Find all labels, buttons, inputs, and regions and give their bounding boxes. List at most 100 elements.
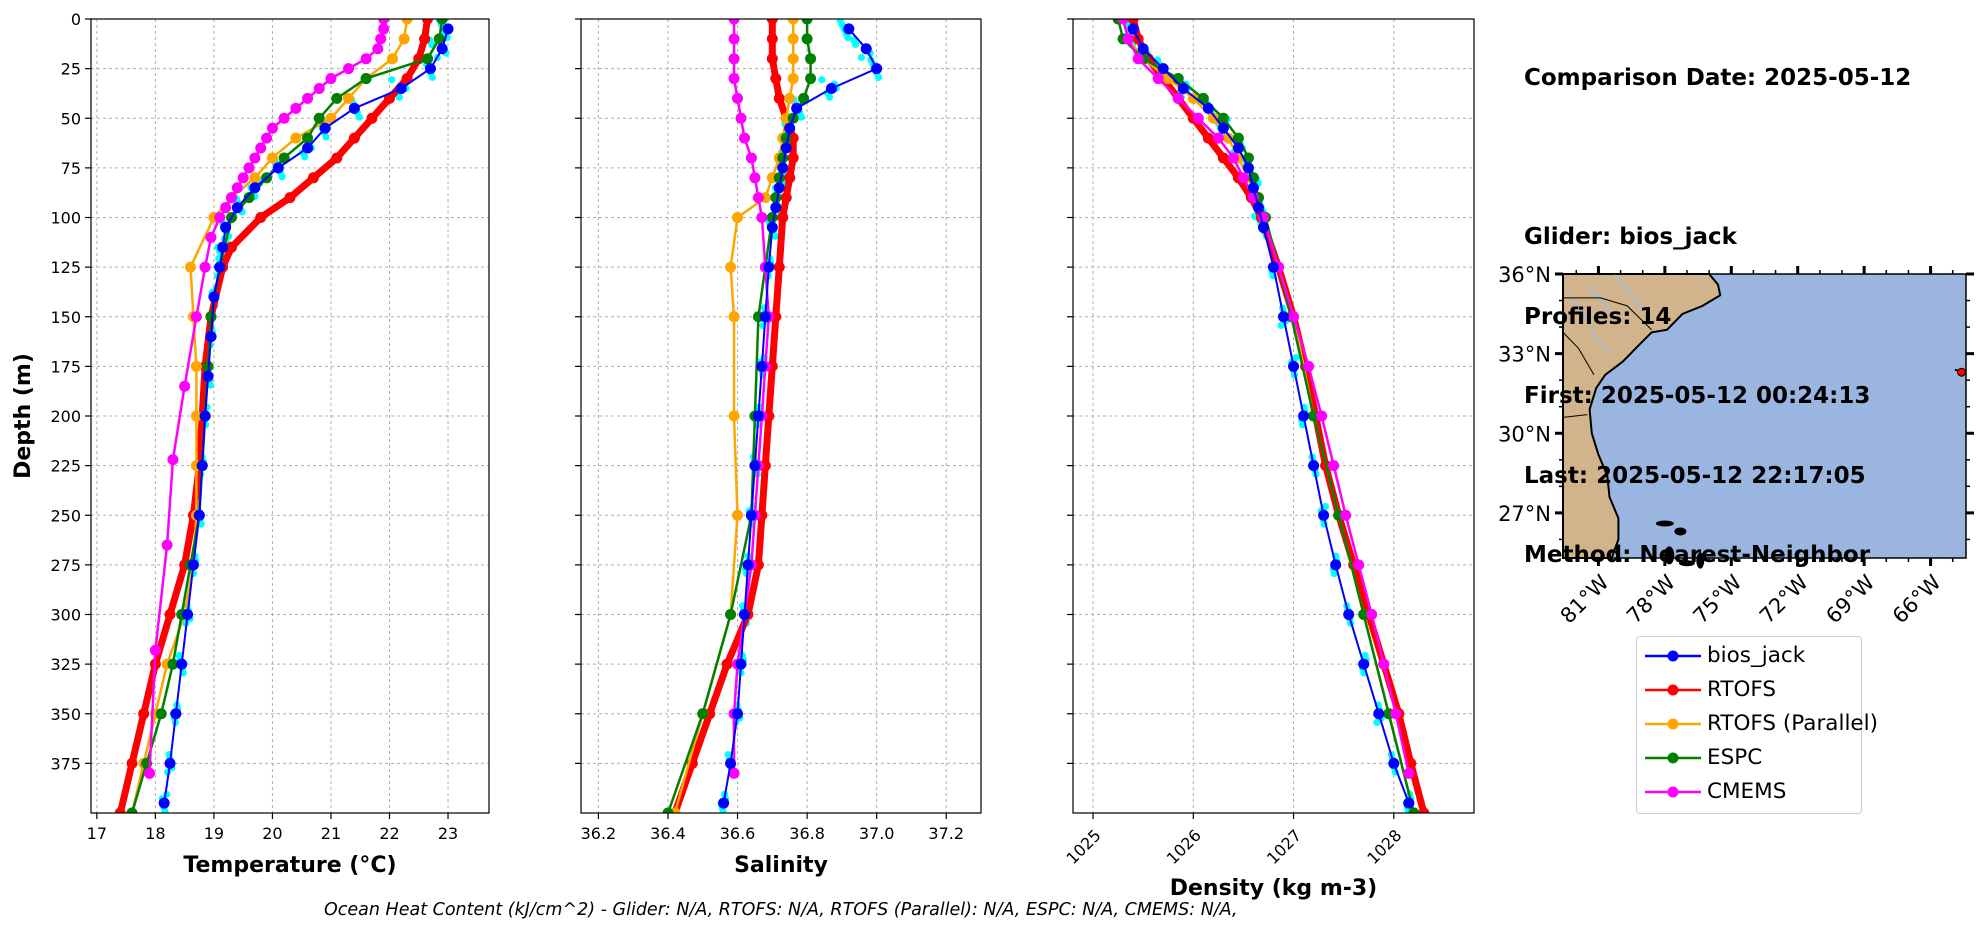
y-axis-label: Depth (m)	[11, 353, 36, 479]
data-point	[1373, 708, 1385, 720]
data-point	[871, 63, 883, 75]
raw-glider-point	[1292, 354, 1300, 362]
data-point	[436, 19, 448, 25]
data-point	[442, 23, 454, 35]
data-point	[395, 82, 407, 94]
raw-glider-point	[771, 232, 779, 240]
island	[1655, 520, 1674, 527]
data-point	[290, 132, 302, 144]
data-point	[319, 122, 331, 134]
data-point	[202, 370, 214, 382]
chart-panel-density: 1025 1026 1027 1028 Density (kg m-3)	[1062, 18, 1475, 901]
data-point	[1308, 460, 1320, 472]
data-point	[1217, 112, 1229, 124]
data-point	[343, 92, 355, 104]
data-point	[766, 221, 778, 233]
data-point	[732, 212, 744, 223]
x-tick-label: 36.6	[720, 824, 756, 843]
state-border	[1562, 414, 1588, 418]
data-point	[220, 202, 232, 214]
data-point	[278, 112, 290, 124]
map-frame	[1562, 273, 1967, 559]
data-point	[1358, 658, 1370, 670]
legend-line-icon	[1645, 752, 1701, 764]
x-axis-label: Density (kg m-3)	[1170, 876, 1378, 901]
data-point	[1157, 63, 1169, 75]
raw-glider-point	[428, 73, 436, 81]
data-point	[331, 152, 343, 164]
data-point	[205, 311, 217, 323]
data-point	[366, 112, 378, 124]
series-group	[662, 19, 883, 813]
data-point	[401, 19, 413, 25]
data-point	[196, 460, 208, 472]
data-point	[1192, 112, 1204, 124]
data-point	[199, 410, 211, 422]
first-profile-time: First: 2025-05-12 00:24:13	[1524, 383, 1871, 409]
x-tick-label: 22	[379, 824, 399, 843]
data-point	[780, 132, 792, 144]
data-point	[777, 152, 789, 164]
raw-glider-point	[1330, 570, 1338, 578]
data-point	[126, 757, 138, 769]
data-point	[1298, 410, 1310, 422]
data-point	[801, 33, 813, 45]
data-point	[728, 19, 740, 25]
data-point	[805, 73, 817, 85]
data-point	[167, 454, 179, 466]
data-point	[243, 162, 255, 174]
data-point	[155, 708, 167, 720]
data-point	[331, 92, 343, 104]
x-tick-label: 36.8	[789, 824, 825, 843]
data-point	[138, 708, 150, 720]
data-point	[1366, 609, 1378, 620]
data-point	[302, 92, 314, 104]
data-point	[1408, 807, 1420, 813]
data-point	[231, 182, 243, 194]
data-point	[237, 172, 249, 184]
data-point	[386, 53, 398, 65]
data-point	[784, 92, 796, 104]
data-point	[261, 132, 273, 144]
series-group	[114, 19, 454, 813]
data-point	[1132, 53, 1144, 65]
y-tick-label: 350	[50, 705, 81, 724]
legend-item-glider: bios_jack	[1637, 639, 1861, 673]
lat-tick-label: 27°N	[1498, 502, 1551, 526]
data-point	[1358, 609, 1370, 620]
x-tick-label: 19	[204, 824, 224, 843]
data-point	[266, 122, 278, 134]
legend-item-cmems: CMEMS	[1637, 775, 1861, 809]
data-point	[787, 53, 799, 65]
data-point	[176, 658, 188, 670]
data-point	[1330, 559, 1342, 571]
data-point	[179, 380, 191, 392]
data-point	[187, 559, 199, 571]
data-point	[662, 807, 674, 813]
data-point	[773, 172, 785, 184]
data-point	[126, 807, 138, 813]
comparison-date: Comparison Date: 2025-05-12	[1524, 65, 1912, 91]
data-point	[360, 53, 372, 65]
data-point	[1127, 23, 1139, 35]
data-point	[1318, 509, 1330, 521]
data-point	[805, 53, 817, 65]
data-point	[752, 410, 764, 422]
data-point	[1353, 559, 1365, 571]
lat-tick-label: 30°N	[1498, 422, 1551, 446]
x-tick-label: 37.0	[859, 824, 895, 843]
data-point	[1122, 33, 1134, 45]
data-point	[167, 658, 179, 670]
data-point	[766, 53, 778, 65]
raw-glider-point	[355, 113, 363, 121]
raw-glider-point	[844, 34, 852, 42]
x-tick-label: 17	[87, 824, 107, 843]
y-tick-label: 275	[50, 556, 81, 575]
data-point	[773, 92, 785, 104]
map-inset: 36°N33°N30°N27°N81°W 78°W 75°W 72°W 69°W 66°W	[1498, 263, 1974, 628]
data-point	[780, 192, 792, 204]
x-tick-label: 36.4	[650, 824, 686, 843]
data-point	[217, 241, 229, 253]
data-point	[249, 172, 261, 184]
raw-glider-point	[388, 76, 396, 84]
